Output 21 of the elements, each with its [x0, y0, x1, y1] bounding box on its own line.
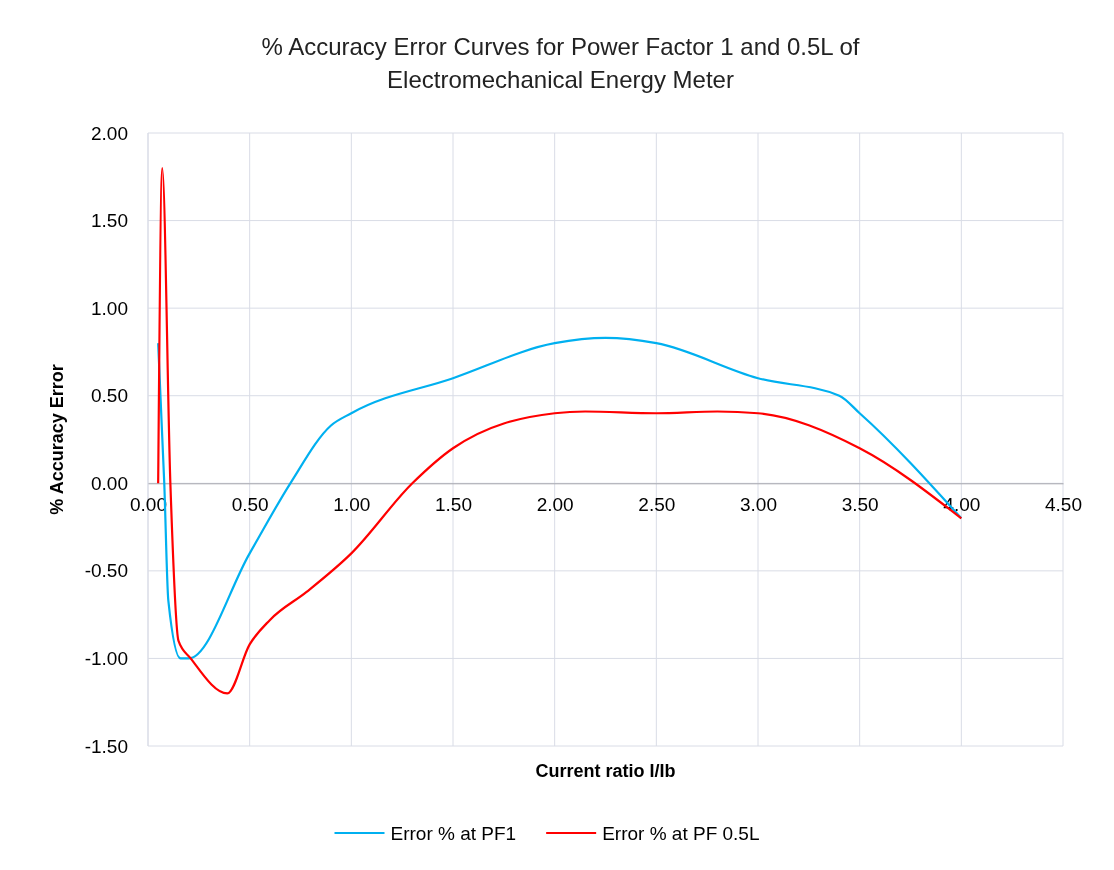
y-tick-label: 2.00 [91, 122, 128, 144]
chart-title: % Accuracy Error Curves for Power Factor 1 and 0.5L of Electromechanical Energy Meter [261, 33, 860, 93]
x-tick-label: 1.50 [435, 493, 472, 515]
y-axis-title: % Accuracy Error [47, 364, 67, 515]
x-tick-label: 1.00 [333, 493, 371, 515]
x-tick-label: 3.00 [740, 493, 777, 515]
x-tick-label: 0.50 [231, 493, 269, 515]
legend-label: Error % at PF1 [390, 823, 517, 844]
x-tick-label: 2.00 [536, 493, 574, 515]
y-tick-label: 0.00 [91, 472, 128, 494]
legend-label: Error % at PF 0.5L [602, 823, 760, 844]
x-axis-title: Current ratio I/Ib [535, 761, 676, 781]
x-tick-label: 2.50 [638, 493, 676, 515]
y-tick-label: 1.50 [91, 210, 128, 232]
x-tick-label: 4.50 [1045, 493, 1082, 515]
y-tick-label: -0.50 [84, 560, 128, 582]
y-tick-label: -1.50 [84, 735, 128, 757]
y-tick-label: 0.50 [91, 385, 128, 407]
y-tick-label: 1.00 [91, 297, 128, 319]
y-tick-label: -1.00 [84, 648, 128, 670]
x-tick-label: 3.50 [841, 493, 879, 515]
